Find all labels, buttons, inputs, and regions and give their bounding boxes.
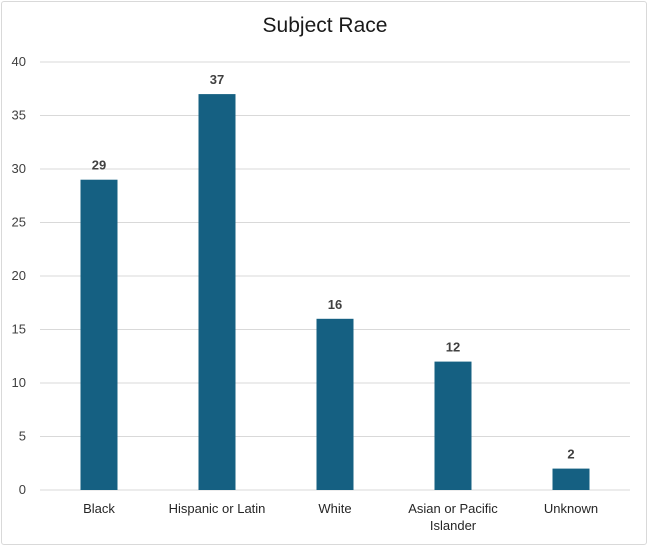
bar (316, 318, 354, 490)
data-label: 2 (567, 447, 574, 462)
y-tick-label: 35 (12, 108, 26, 123)
y-tick-label: 5 (19, 429, 26, 444)
x-category-label: Islander (430, 518, 477, 533)
bar (80, 179, 118, 490)
x-category-label: Unknown (544, 501, 598, 516)
x-category-label: Asian or Pacific (408, 501, 498, 516)
chart-title: Subject Race (262, 14, 388, 37)
data-label: 16 (328, 297, 342, 312)
data-label: 37 (210, 72, 224, 87)
data-labels: 29 37 16 12 2 (92, 72, 575, 462)
data-label: 12 (446, 340, 460, 355)
bars (80, 94, 590, 490)
data-label: 29 (92, 158, 106, 173)
y-tick-label: 15 (12, 322, 26, 337)
y-tick-label: 40 (12, 54, 26, 69)
y-tick-label: 0 (19, 482, 26, 497)
bar (552, 468, 590, 490)
y-tick-label: 30 (12, 161, 26, 176)
bar (198, 94, 236, 490)
x-category-label: White (318, 501, 351, 516)
x-category-label: Hispanic or Latin (169, 501, 266, 516)
x-axis-categories: Black Hispanic or Latin White Asian or Paci… (83, 501, 598, 533)
y-tick-label: 20 (12, 268, 26, 283)
x-category-label: Black (83, 501, 115, 516)
bar (434, 361, 472, 490)
y-tick-label: 10 (12, 375, 26, 390)
y-axis-ticks: 0 5 10 15 20 25 30 35 40 (12, 54, 26, 497)
y-tick-label: 25 (12, 215, 26, 230)
